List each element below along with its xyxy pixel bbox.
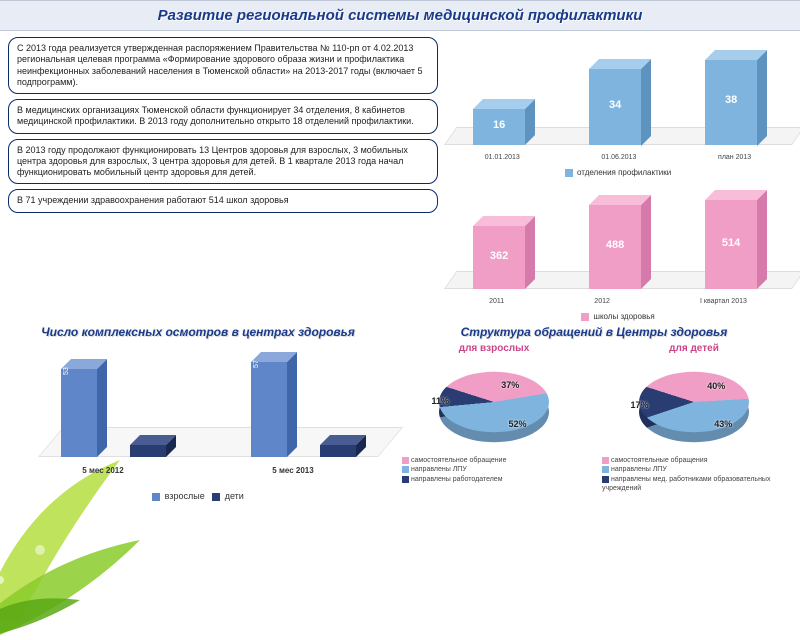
pie-slice-value: 52% bbox=[509, 419, 527, 429]
exams-title: Число комплексных осмотров в центрах здо… bbox=[8, 325, 388, 339]
schools-chart: 362488514 20112012I квартал 2013 школы з… bbox=[444, 181, 792, 321]
bar: 16 bbox=[473, 109, 525, 145]
bar: 34 bbox=[589, 69, 641, 146]
pie-slice-value: 43% bbox=[714, 419, 732, 429]
info-boxes: С 2013 года реализуется утвержденная рас… bbox=[8, 37, 438, 321]
page-title: Развитие региональной системы медицинско… bbox=[0, 0, 800, 31]
info-box-1: С 2013 года реализуется утвержденная рас… bbox=[8, 37, 438, 94]
info-box-4: В 71 учреждении здравоохранения работают… bbox=[8, 189, 438, 212]
bar: 38 bbox=[705, 60, 757, 146]
bar: 57 bbox=[251, 362, 287, 457]
pie-slice-value: 17% bbox=[630, 400, 648, 410]
pies-title: Структура обращений в Центры здоровья bbox=[396, 325, 792, 339]
bar: 488 bbox=[589, 205, 641, 289]
exams-chart: 5357 5 мес 20125 мес 2013 взрослые дети bbox=[8, 343, 388, 503]
pie-slice-value: 40% bbox=[707, 381, 725, 391]
pie-slice-value: 11% bbox=[431, 396, 449, 406]
pie-slice-value: 37% bbox=[501, 380, 519, 390]
bar: 514 bbox=[705, 200, 757, 289]
bar: 362 bbox=[473, 226, 525, 289]
pie-adults: для взрослых 37%52%11% самостоятельное о… bbox=[396, 343, 592, 494]
departments-chart: 163438 01.01.201301.06.2013план 2013 отд… bbox=[444, 37, 792, 177]
pie-kids: для детей 40%43%17% самостоятельные обра… bbox=[596, 343, 792, 494]
bar bbox=[320, 445, 356, 457]
bar bbox=[130, 445, 166, 457]
info-box-2: В медицинских организациях Тюменской обл… bbox=[8, 99, 438, 134]
bar: 53 bbox=[61, 369, 97, 457]
info-box-3: В 2013 году продолжают функционировать 1… bbox=[8, 139, 438, 185]
